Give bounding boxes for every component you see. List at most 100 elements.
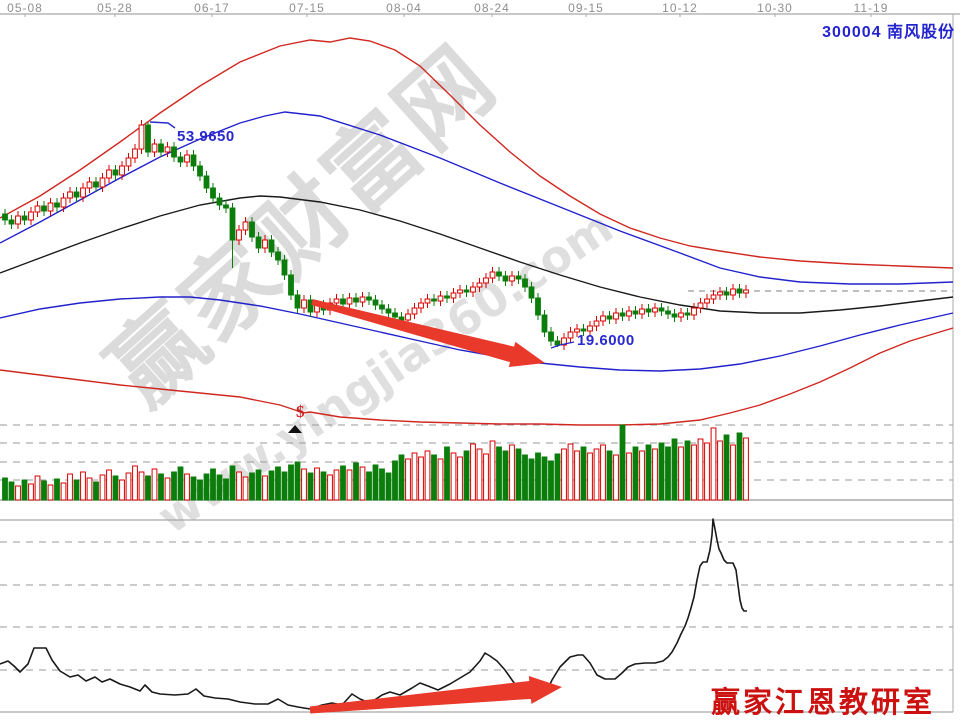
trend-arrow bbox=[311, 299, 545, 367]
candle bbox=[652, 307, 658, 313]
candle bbox=[255, 236, 262, 249]
volume-bar bbox=[281, 471, 288, 501]
candle bbox=[47, 202, 54, 212]
candle bbox=[431, 298, 437, 302]
volume-bar bbox=[249, 472, 255, 501]
volume-bar bbox=[437, 458, 444, 501]
volume-bar bbox=[164, 477, 171, 501]
volume-bar bbox=[190, 476, 197, 501]
volume-bar bbox=[262, 475, 268, 501]
candle bbox=[2, 213, 8, 221]
volume-bar bbox=[294, 461, 301, 501]
candle bbox=[307, 299, 314, 313]
candle bbox=[645, 308, 652, 313]
volume-bar bbox=[398, 454, 405, 501]
volume-bar bbox=[242, 476, 249, 501]
candle bbox=[450, 292, 457, 299]
volume-bar bbox=[639, 450, 645, 501]
candle bbox=[301, 299, 307, 309]
volume-bar bbox=[626, 452, 632, 501]
volume-bar bbox=[2, 477, 8, 501]
date-tick-label: 08-04 bbox=[386, 1, 422, 15]
volume-bar bbox=[457, 456, 463, 501]
volume-bar bbox=[522, 454, 528, 501]
candle bbox=[210, 187, 216, 199]
candle bbox=[522, 278, 528, 288]
candle bbox=[723, 291, 730, 296]
volume-bar bbox=[606, 450, 613, 501]
candle bbox=[249, 221, 255, 238]
volume-bar bbox=[93, 481, 99, 501]
candle bbox=[489, 271, 496, 279]
volume-bar bbox=[340, 465, 346, 501]
volume-bar bbox=[431, 454, 437, 501]
lower-blue-band-line bbox=[0, 296, 954, 372]
candle bbox=[424, 298, 431, 304]
candle bbox=[606, 315, 613, 320]
volume-bar bbox=[710, 427, 717, 501]
volume-bar bbox=[268, 470, 275, 501]
volume-bar bbox=[366, 471, 372, 501]
date-tick-label: 11-19 bbox=[853, 1, 889, 15]
candle bbox=[242, 221, 249, 231]
volume-bar bbox=[145, 475, 151, 501]
volume-bar bbox=[67, 473, 73, 501]
volume-bar bbox=[359, 466, 366, 501]
volume-bar bbox=[54, 478, 60, 501]
volume-bar bbox=[216, 474, 223, 501]
volume-bar bbox=[229, 465, 236, 501]
candle bbox=[125, 157, 132, 167]
candle bbox=[502, 275, 509, 282]
volume-bar bbox=[587, 452, 593, 501]
volume-bar bbox=[554, 453, 561, 501]
candle bbox=[268, 239, 275, 253]
volume-bar bbox=[106, 469, 112, 501]
volume-bar bbox=[197, 479, 203, 501]
upper-blue-band-line bbox=[0, 111, 954, 285]
volume-bar bbox=[463, 450, 470, 501]
volume-bar bbox=[223, 478, 229, 501]
volume-bar bbox=[424, 450, 431, 501]
candle bbox=[496, 271, 502, 277]
stock-symbol-label: 300004 南风股份 bbox=[822, 24, 955, 41]
candle bbox=[444, 295, 450, 299]
volume-bar bbox=[535, 452, 541, 501]
volume-bar bbox=[470, 443, 476, 501]
volume-bar bbox=[405, 458, 411, 501]
volume-bar bbox=[15, 485, 21, 501]
candle bbox=[41, 205, 47, 212]
volume-bar bbox=[99, 474, 106, 501]
candle bbox=[626, 310, 632, 317]
candle bbox=[600, 315, 606, 322]
candle bbox=[619, 312, 626, 317]
volume-bar bbox=[184, 473, 190, 501]
candle bbox=[639, 308, 645, 315]
candle bbox=[119, 165, 125, 176]
candle bbox=[197, 165, 203, 177]
date-tick-label: 10-12 bbox=[662, 1, 698, 15]
volume-bar bbox=[658, 442, 665, 501]
date-tick-label: 07-15 bbox=[289, 1, 325, 15]
candle bbox=[548, 331, 554, 342]
volume-bar bbox=[580, 446, 587, 501]
volume-bar bbox=[327, 474, 333, 501]
volume-bar bbox=[736, 432, 743, 501]
volume-bar bbox=[704, 442, 710, 501]
candle bbox=[138, 124, 145, 150]
volume-bar bbox=[450, 452, 457, 501]
candle bbox=[151, 143, 158, 153]
candle bbox=[385, 308, 392, 314]
volume-bar bbox=[236, 471, 242, 501]
volume-bar bbox=[158, 473, 164, 501]
candle bbox=[678, 312, 684, 318]
volume-bar bbox=[372, 464, 379, 501]
candle bbox=[288, 274, 294, 296]
candle bbox=[99, 177, 106, 188]
candle bbox=[684, 312, 691, 316]
volume-bar bbox=[613, 454, 619, 501]
volume-bar bbox=[379, 468, 385, 501]
candle bbox=[145, 124, 151, 153]
candle bbox=[561, 337, 567, 346]
